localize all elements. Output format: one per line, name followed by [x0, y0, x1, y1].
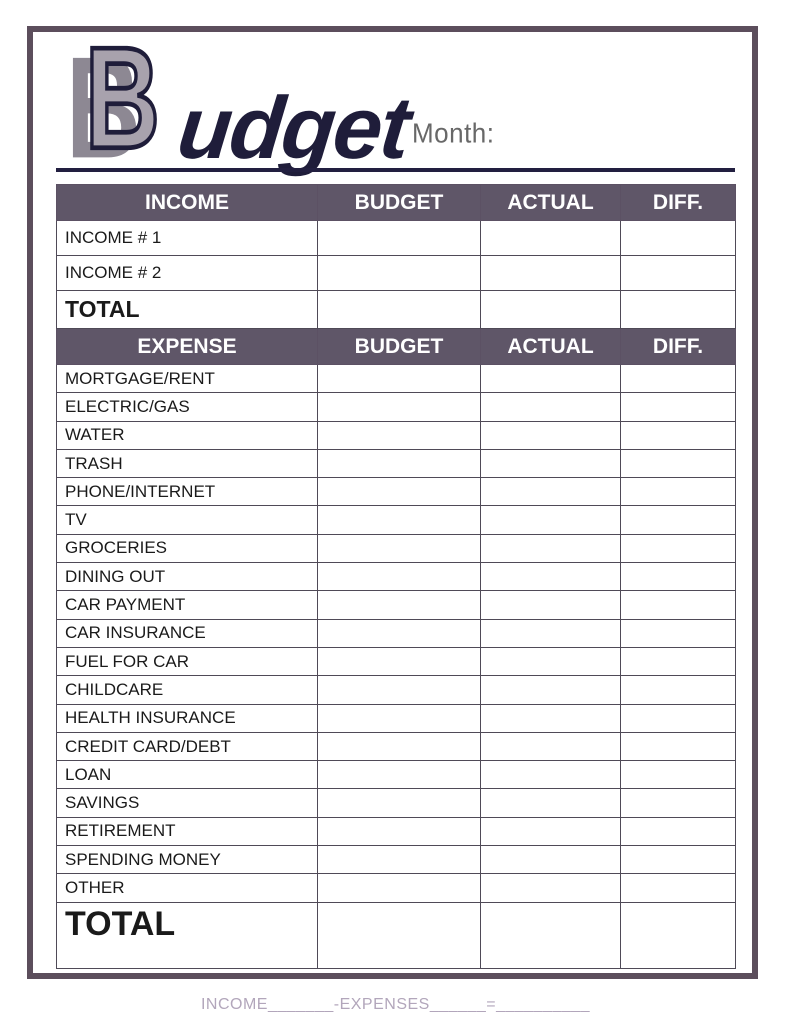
- svg-text:udget: udget: [173, 78, 418, 177]
- svg-text:B: B: [85, 38, 160, 178]
